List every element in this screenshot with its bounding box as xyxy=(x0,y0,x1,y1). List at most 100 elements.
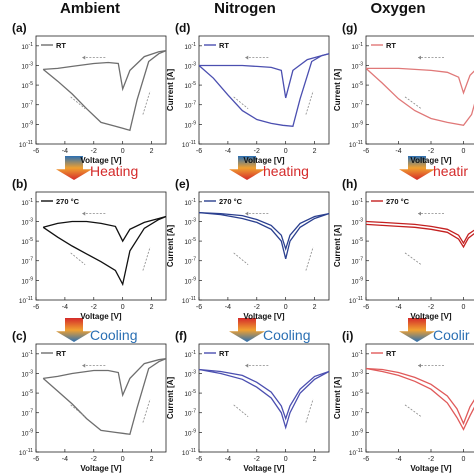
iv-curve xyxy=(43,215,166,243)
x-tick-label: -2 xyxy=(254,456,260,463)
y-tick-label: 10-3 xyxy=(21,61,33,70)
iv-curve xyxy=(366,367,474,426)
heat-arrow-icon xyxy=(399,156,435,180)
y-axis-label: Current [A] xyxy=(166,225,175,268)
y-tick-label: 10-11 xyxy=(182,448,196,457)
y-tick-label: 10-5 xyxy=(351,81,363,90)
y-tick-label: 10-3 xyxy=(184,369,196,378)
x-tick-label: 0 xyxy=(121,456,125,463)
heating-label: heatir xyxy=(433,163,468,179)
y-axis-label: Current [A] xyxy=(333,377,342,420)
sweep-arrow xyxy=(305,398,314,423)
y-tick-label: 10-1 xyxy=(21,42,33,51)
x-tick-label: -6 xyxy=(33,304,39,311)
panel-label: (h) xyxy=(342,177,357,191)
plot-frame xyxy=(365,191,474,301)
y-tick-label: 10-5 xyxy=(184,237,196,246)
x-tick-label: -2 xyxy=(91,304,97,311)
x-tick-label: -6 xyxy=(33,456,39,463)
y-tick-label: 10-3 xyxy=(351,217,363,226)
cooling-label: Cooling xyxy=(263,327,310,343)
sweep-arrow xyxy=(142,398,151,423)
y-tick-label: 10-7 xyxy=(21,409,33,418)
y-tick-label: 10-5 xyxy=(21,389,33,398)
sweep-arrowhead xyxy=(245,55,249,60)
column-title: Nitrogen xyxy=(214,0,276,17)
x-tick-label: 0 xyxy=(462,456,466,463)
iv-curve xyxy=(366,223,474,249)
panel-label: (g) xyxy=(342,21,357,35)
iv-curve xyxy=(199,53,329,99)
y-tick-label: 10-1 xyxy=(351,350,363,359)
y-tick-label: 10-9 xyxy=(351,120,363,129)
legend-label: RT xyxy=(386,349,396,358)
y-axis-label: Current [A] xyxy=(333,69,342,112)
x-tick-label: -2 xyxy=(91,456,97,463)
y-tick-label: 10-5 xyxy=(21,237,33,246)
panel-label: (d) xyxy=(175,21,190,35)
x-tick-label: -6 xyxy=(196,148,202,155)
sweep-arrow xyxy=(233,96,249,109)
x-tick-label: 2 xyxy=(313,304,317,311)
y-tick-label: 10-5 xyxy=(351,237,363,246)
x-tick-label: -4 xyxy=(62,456,68,463)
heat-arrow-icon xyxy=(56,156,92,180)
sweep-arrow xyxy=(233,404,249,417)
x-tick-label: -6 xyxy=(196,304,202,311)
y-axis-label: Current [A] xyxy=(166,69,175,112)
iv-curve xyxy=(366,367,474,431)
y-tick-label: 10-3 xyxy=(21,369,33,378)
x-axis-label: Voltage [V] xyxy=(80,156,122,165)
y-tick-label: 10-11 xyxy=(19,140,33,149)
y-tick-label: 10-1 xyxy=(184,198,196,207)
legend-label: RT xyxy=(56,41,66,50)
y-tick-label: 10-5 xyxy=(21,81,33,90)
y-tick-label: 10-9 xyxy=(184,120,196,129)
plot-frame xyxy=(35,35,167,145)
y-tick-label: 10-3 xyxy=(351,61,363,70)
sweep-arrowhead xyxy=(82,211,86,216)
y-tick-label: 10-9 xyxy=(21,276,33,285)
sweep-arrow xyxy=(233,252,249,265)
iv-curve xyxy=(42,215,166,287)
iv-curve xyxy=(199,53,329,128)
iv-curve xyxy=(199,368,329,421)
x-tick-label: 0 xyxy=(462,304,466,311)
x-tick-label: -2 xyxy=(428,148,434,155)
x-tick-label: 2 xyxy=(150,304,154,311)
iv-curve xyxy=(366,67,474,127)
x-tick-label: -6 xyxy=(196,456,202,463)
x-tick-label: -4 xyxy=(395,304,401,311)
panel-label: (a) xyxy=(12,21,27,35)
x-tick-label: -4 xyxy=(395,456,401,463)
x-axis-label: Voltage [V] xyxy=(243,464,285,473)
x-tick-label: -4 xyxy=(395,148,401,155)
x-tick-label: -2 xyxy=(428,304,434,311)
y-tick-label: 10-1 xyxy=(21,198,33,207)
heating-label: Heating xyxy=(90,163,138,179)
sweep-arrow xyxy=(305,246,314,271)
y-axis-label: Current [A] xyxy=(166,377,175,420)
cooling-label: Coolir xyxy=(433,327,470,343)
y-tick-label: 10-7 xyxy=(184,257,196,266)
y-axis-label: Current [A] xyxy=(333,225,342,268)
x-tick-label: -4 xyxy=(225,304,231,311)
cool-arrow-icon xyxy=(229,318,265,342)
iv-curve xyxy=(42,50,166,132)
y-tick-label: 10-5 xyxy=(184,81,196,90)
sweep-arrow xyxy=(142,90,151,115)
x-tick-label: 2 xyxy=(150,148,154,155)
iv-curve xyxy=(366,220,474,245)
y-tick-label: 10-11 xyxy=(19,448,33,457)
y-tick-label: 10-9 xyxy=(21,120,33,129)
legend-label: 270 °C xyxy=(386,197,410,206)
x-tick-label: 0 xyxy=(121,148,125,155)
iv-curve xyxy=(199,211,329,252)
x-tick-label: -4 xyxy=(62,148,68,155)
sweep-arrowhead xyxy=(82,363,86,368)
plot-frame xyxy=(198,343,330,453)
x-tick-label: -6 xyxy=(363,148,369,155)
sweep-arrow xyxy=(70,252,86,265)
plot-frame xyxy=(198,35,330,145)
x-tick-label: 2 xyxy=(150,456,154,463)
